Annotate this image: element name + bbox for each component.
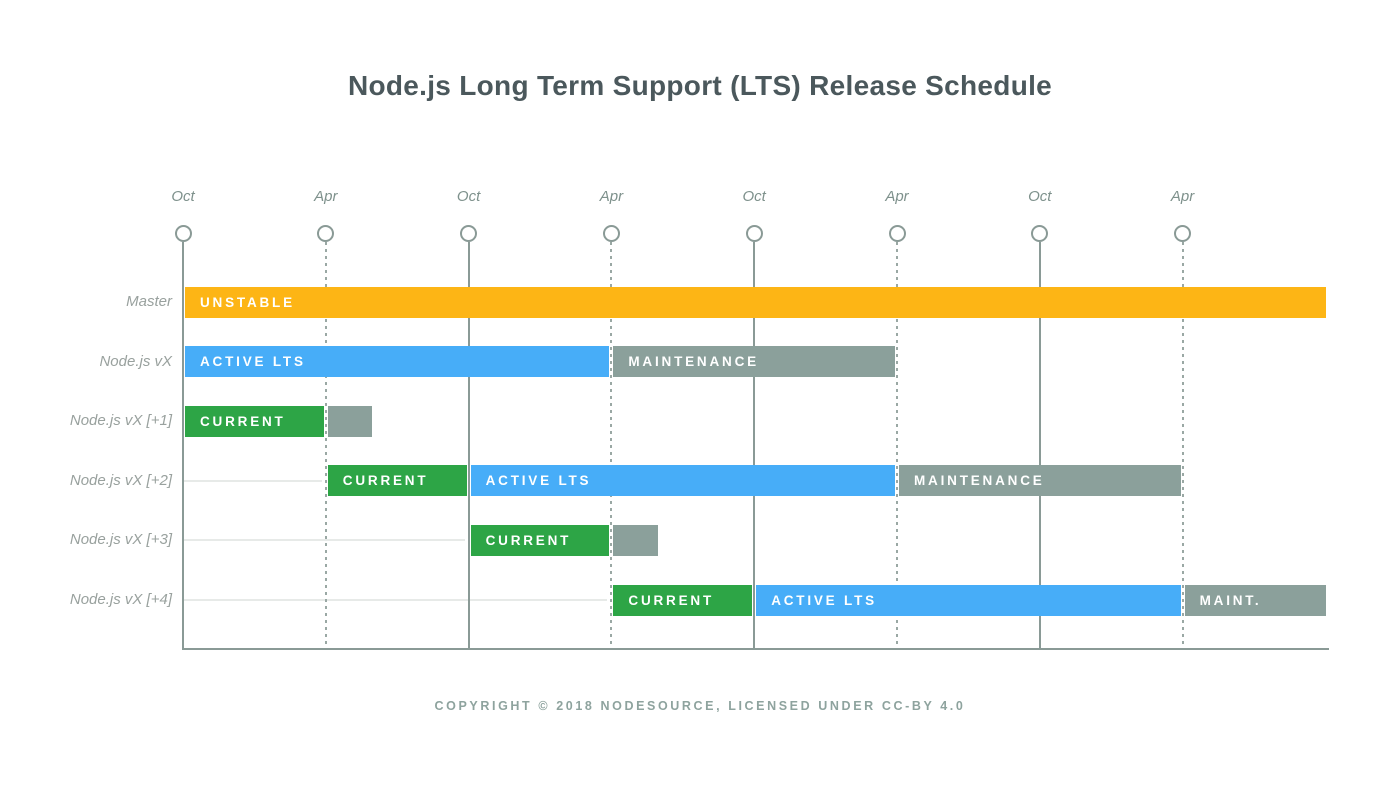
copyright-footer: COPYRIGHT © 2018 NODESOURCE, LICENSED UN… (434, 699, 966, 713)
bar-label: CURRENT (200, 413, 286, 429)
bar-current: CURRENT (613, 584, 753, 616)
bar-maintenance: MAINTENANCE (899, 465, 1181, 497)
bar-maintenance (613, 524, 658, 556)
axis-tick-marker (1031, 224, 1049, 242)
gridline-oct-4 (753, 242, 756, 650)
axis-tick-label: Oct (171, 188, 195, 205)
axis-tick-label: Apr (1170, 188, 1195, 205)
bar-current: CURRENT (470, 524, 610, 556)
axis-tick-marker (602, 224, 620, 242)
gridline-apr-7 (1181, 242, 1184, 650)
row-label: Node.js vX [+1] (69, 412, 172, 430)
axis-tick-marker (888, 224, 906, 242)
gridline-apr-3 (610, 242, 613, 650)
bar-active-lts: ACTIVE LTS (756, 584, 1181, 616)
bar-label: CURRENT (342, 473, 429, 489)
bar-label: MAINTENANCE (628, 354, 759, 370)
bar-label: ACTIVE LTS (200, 354, 306, 370)
axis-tick-marker (317, 224, 335, 242)
bar-label: MAINTENANCE (914, 473, 1045, 489)
axis-tick-label: Oct (1028, 188, 1052, 205)
axis-tick-label: Oct (742, 188, 766, 205)
bar-maint: MAINT. (1184, 584, 1327, 616)
row-label: Node.js vX [+3] (69, 531, 172, 549)
axis-tick-label: Apr (314, 188, 338, 205)
bar-maintenance (327, 405, 373, 437)
bar-label: CURRENT (485, 532, 572, 548)
bar-active-lts: ACTIVE LTS (470, 465, 895, 497)
row-label: Node.js vX [+4] (69, 591, 172, 608)
bar-current: CURRENT (327, 465, 467, 497)
gridline-oct-2 (467, 242, 470, 650)
gridline-apr-5 (896, 242, 898, 650)
row-baseline (183, 599, 608, 601)
bar-label: UNSTABLE (200, 294, 295, 310)
bar-label: CURRENT (628, 592, 714, 608)
row-label: Master (126, 293, 172, 310)
axis-tick-label: Apr (599, 188, 624, 205)
bar-label: ACTIVE LTS (771, 592, 877, 608)
row-baseline (183, 539, 465, 542)
axis-tick-marker (174, 224, 192, 242)
gridline-oct-6 (1038, 242, 1041, 650)
gridline-oct-0 (182, 242, 184, 650)
axis-tick-label: Oct (456, 188, 481, 205)
axis-tick-marker (460, 224, 478, 242)
bar-label: MAINT. (1199, 592, 1262, 608)
row-label: Node.js vX [+2] (69, 471, 172, 489)
chart-bottom-axis (182, 648, 1330, 650)
bar-maintenance: MAINTENANCE (613, 346, 895, 378)
bar-unstable: UNSTABLE (185, 286, 1327, 318)
bar-active-lts: ACTIVE LTS (185, 346, 610, 378)
axis-tick-marker (1174, 224, 1192, 242)
row-label: Node.js vX (99, 352, 172, 370)
axis-tick-marker (745, 224, 763, 242)
axis-tick-label: Apr (885, 188, 909, 205)
bar-label: ACTIVE LTS (485, 473, 592, 489)
gridline-apr-1 (324, 242, 327, 650)
chart-title: Node.js Long Term Support (LTS) Release … (347, 70, 1053, 101)
row-baseline (183, 479, 322, 482)
bar-current: CURRENT (185, 405, 324, 437)
